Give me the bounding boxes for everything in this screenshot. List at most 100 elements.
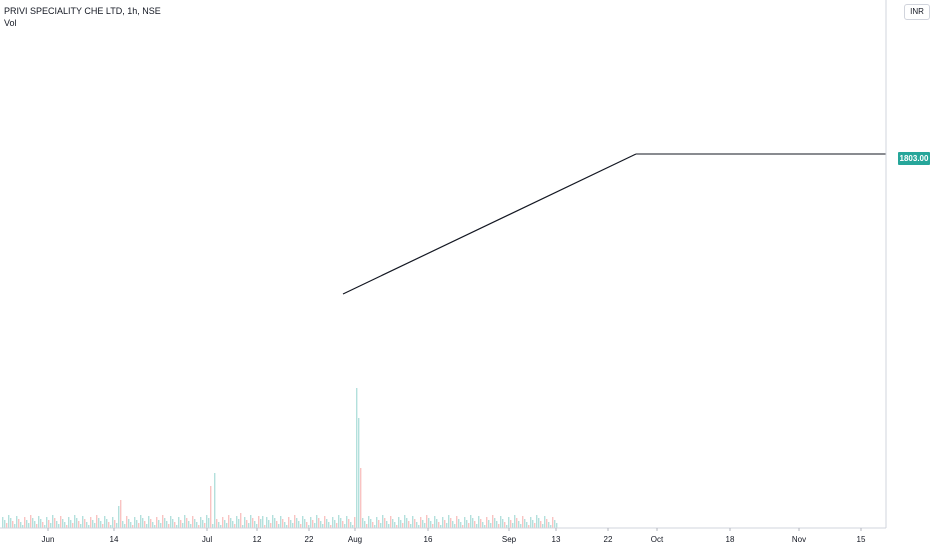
- volume-bar: [374, 525, 376, 528]
- volume-bar: [482, 522, 484, 528]
- volume-bar: [352, 525, 354, 528]
- volume-bar: [480, 519, 482, 528]
- volume-bar: [288, 517, 290, 528]
- volume-bar: [322, 524, 324, 528]
- volume-bar: [96, 515, 98, 528]
- volume-bar: [256, 524, 258, 528]
- volume-bar: [420, 517, 422, 528]
- volume-bar: [402, 523, 404, 528]
- volume-bar: [34, 521, 36, 528]
- volume-bar: [464, 517, 466, 528]
- volume-bar: [248, 523, 250, 528]
- x-tick-label: 12: [253, 535, 262, 544]
- volume-bar: [544, 516, 546, 528]
- volume-bar: [418, 525, 420, 528]
- volume-bar: [328, 522, 330, 528]
- x-tick-label: Sep: [502, 535, 517, 544]
- volume-bar: [470, 515, 472, 528]
- volume-bar: [390, 516, 392, 528]
- currency-badge[interactable]: INR: [904, 4, 930, 20]
- volume-bar: [52, 515, 54, 528]
- volume-bar: [274, 518, 276, 528]
- volume-bar: [468, 523, 470, 528]
- volume-bar: [74, 515, 76, 528]
- volume-bar: [316, 515, 318, 528]
- volume-bar: [498, 524, 500, 528]
- symbol-title[interactable]: PRIVI SPECIALITY CHE LTD, 1h, NSE: [4, 6, 161, 16]
- volume-bar: [392, 519, 394, 528]
- volume-bar: [298, 521, 300, 528]
- volume-bar: [242, 525, 244, 528]
- volume-bar: [156, 517, 158, 528]
- volume-bar: [234, 524, 236, 528]
- volume-bar: [210, 486, 212, 528]
- volume-bar: [186, 518, 188, 528]
- volume-bar: [196, 522, 198, 528]
- volume-bar: [410, 524, 412, 528]
- volume-bar: [112, 517, 114, 528]
- volume-bar: [2, 517, 4, 528]
- x-tick-label: 13: [552, 535, 561, 544]
- volume-bar: [382, 515, 384, 528]
- volume-bar: [22, 525, 24, 528]
- volume-bar: [220, 525, 222, 528]
- volume-bar: [236, 516, 238, 528]
- volume-bar: [372, 522, 374, 528]
- volume-bar: [216, 519, 218, 528]
- volume-bar: [54, 518, 56, 528]
- volume-bar: [446, 523, 448, 528]
- volume-bar: [204, 523, 206, 528]
- last-price-tag: 1803.00: [898, 152, 930, 165]
- volume-bar: [64, 522, 66, 528]
- volume-bar: [388, 524, 390, 528]
- x-tick-label: Jul: [202, 535, 212, 544]
- volume-bar: [324, 516, 326, 528]
- volume-bar: [272, 515, 274, 528]
- volume-bar: [460, 522, 462, 528]
- volume-bar: [296, 518, 298, 528]
- volume-bar: [280, 516, 282, 528]
- volume-bar: [160, 523, 162, 528]
- volume-bar: [110, 525, 112, 528]
- volume-bar: [400, 520, 402, 528]
- volume-bar: [308, 525, 310, 528]
- volume-bar: [326, 519, 328, 528]
- volume-bar: [404, 515, 406, 528]
- volume-bar: [56, 521, 58, 528]
- volume-bar: [504, 522, 506, 528]
- volume-bar: [68, 517, 70, 528]
- volume-bar: [300, 524, 302, 528]
- volume-bar: [320, 521, 322, 528]
- volume-bar: [416, 522, 418, 528]
- volume-bar: [62, 519, 64, 528]
- x-tick-label: 15: [857, 535, 866, 544]
- volume-bar: [334, 520, 336, 528]
- volume-bar: [346, 516, 348, 528]
- volume-bar: [148, 516, 150, 528]
- volume-label[interactable]: Vol: [4, 18, 17, 28]
- volume-bar: [60, 516, 62, 528]
- volume-bar: [224, 520, 226, 528]
- volume-bar: [176, 525, 178, 528]
- volume-bar: [20, 522, 22, 528]
- volume-bar: [466, 520, 468, 528]
- volume-bar: [540, 521, 542, 528]
- volume-bar: [550, 525, 552, 528]
- volume-bar: [286, 525, 288, 528]
- volume-bar: [454, 524, 456, 528]
- volume-bar: [28, 523, 30, 528]
- volume-bar: [294, 515, 296, 528]
- volume-bar: [48, 520, 50, 528]
- volume-bar: [14, 524, 16, 528]
- volume-bar: [384, 518, 386, 528]
- volume-bar: [50, 523, 52, 528]
- volume-bar: [292, 523, 294, 528]
- x-tick-label: 18: [726, 535, 735, 544]
- volume-bar: [252, 518, 254, 528]
- volume-bar: [194, 519, 196, 528]
- volume-bar: [92, 520, 94, 528]
- volume-bar: [40, 519, 42, 528]
- volume-bar: [24, 517, 26, 528]
